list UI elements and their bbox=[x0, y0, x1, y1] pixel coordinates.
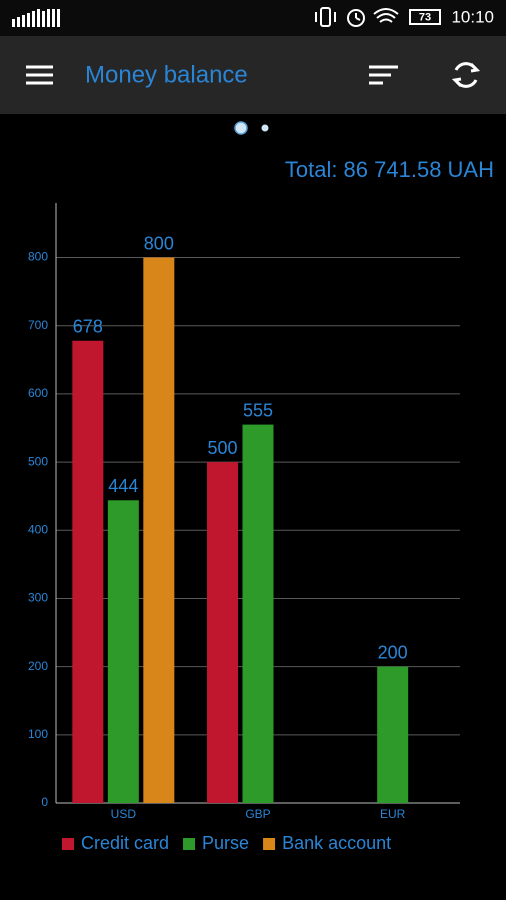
y-tick-label: 0 bbox=[41, 795, 48, 809]
bar bbox=[72, 340, 104, 803]
data-label: 200 bbox=[378, 642, 408, 662]
bar bbox=[143, 257, 175, 804]
bar bbox=[377, 666, 409, 803]
app-title: Money balance bbox=[85, 61, 248, 88]
status-bar bbox=[0, 0, 506, 36]
chart: 0 100 200 300 400 500 600 700 800 USD 678 444 800 GBP… bbox=[28, 203, 460, 853]
page-dot-active[interactable] bbox=[234, 121, 248, 135]
legend-label: Bank account bbox=[282, 833, 391, 853]
bar bbox=[242, 424, 274, 803]
y-tick-label: 500 bbox=[28, 454, 48, 468]
clock: 10:10 bbox=[451, 7, 494, 26]
status-icons bbox=[315, 7, 441, 27]
data-label: 555 bbox=[243, 400, 273, 420]
y-tick-label: 800 bbox=[28, 250, 48, 264]
y-tick-label: 700 bbox=[28, 318, 48, 332]
page-dot[interactable] bbox=[261, 124, 269, 132]
y-tick-label: 600 bbox=[28, 386, 48, 400]
y-tick-label: 300 bbox=[28, 591, 48, 605]
app-bar bbox=[0, 36, 506, 114]
y-tick-label: 400 bbox=[28, 522, 48, 536]
x-tick-label: EUR bbox=[380, 807, 406, 821]
legend-swatch bbox=[263, 838, 276, 850]
menu-button[interactable] bbox=[26, 65, 53, 85]
legend-swatch bbox=[62, 838, 74, 850]
bar bbox=[107, 500, 139, 803]
x-tick-label: GBP bbox=[245, 807, 270, 821]
y-tick-label: 200 bbox=[28, 659, 48, 673]
legend-label: Purse bbox=[202, 833, 249, 853]
legend-label: Credit card bbox=[81, 833, 169, 853]
total: Total: 86 741.58 UAH bbox=[285, 157, 494, 182]
sort-button[interactable] bbox=[369, 65, 398, 85]
signal-icon bbox=[12, 9, 60, 27]
legend-swatch bbox=[183, 838, 196, 850]
data-label: 500 bbox=[207, 438, 237, 458]
x-tick-label: USD bbox=[111, 807, 137, 821]
y-tick-label: 100 bbox=[28, 727, 48, 741]
refresh-button[interactable] bbox=[451, 62, 481, 88]
bar bbox=[207, 462, 238, 803]
data-label: 678 bbox=[73, 316, 103, 336]
data-label: 444 bbox=[108, 476, 138, 496]
data-label: 800 bbox=[144, 233, 174, 253]
battery-level: 73 bbox=[419, 11, 431, 23]
